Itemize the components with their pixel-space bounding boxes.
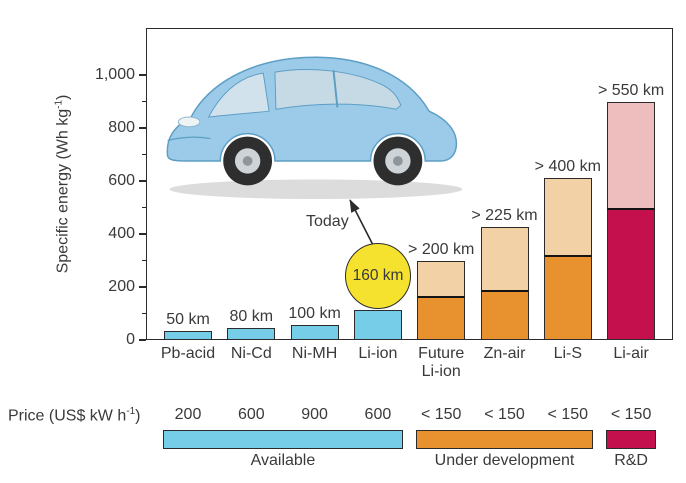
y-axis-tick-label: 800 bbox=[108, 119, 135, 136]
bar-pb-acid bbox=[164, 330, 212, 340]
bar-ni-mh bbox=[290, 325, 339, 340]
y-axis-title-close: ) bbox=[54, 94, 72, 100]
y-axis-major-tick bbox=[139, 180, 146, 182]
y-axis-title-text: Specific energy (Wh kg bbox=[54, 108, 72, 274]
range-label-zn-air: > 225 km bbox=[471, 207, 538, 225]
y-axis-tick-label: 1,000 bbox=[94, 66, 135, 83]
bar-segment-achieved-zn-air bbox=[480, 289, 529, 340]
legend-label-available: Available bbox=[250, 452, 316, 469]
car-image bbox=[166, 56, 463, 200]
plot-area bbox=[146, 28, 673, 340]
y-axis-major-tick bbox=[139, 233, 146, 235]
y-axis-major-tick bbox=[139, 127, 146, 129]
car-pillar bbox=[332, 70, 339, 108]
car-headlight bbox=[177, 116, 201, 128]
price-axis-title-text: Price (US$ kW h bbox=[8, 407, 127, 425]
bar-segment-achieved-li-s bbox=[543, 255, 592, 340]
y-axis-title-superscript: -1 bbox=[53, 99, 65, 109]
price-value-future-li-ion: < 150 bbox=[420, 406, 462, 423]
y-axis-tick-label: 200 bbox=[108, 278, 135, 295]
x-axis-label-ni-cd: Ni-Cd bbox=[230, 345, 272, 362]
y-axis-tick-label: 600 bbox=[108, 172, 135, 189]
legend-label-rnd: R&D bbox=[614, 452, 648, 469]
today-range-value: 160 km bbox=[352, 267, 404, 284]
car-rear-hub bbox=[393, 156, 403, 166]
y-axis-major-tick bbox=[139, 286, 146, 288]
price-value-li-air: < 150 bbox=[610, 406, 652, 423]
bar-zn-air bbox=[480, 227, 529, 340]
range-label-ni-mh: 100 km bbox=[288, 305, 341, 323]
car-bumper-line bbox=[167, 136, 211, 142]
today-range-circle: 160 km bbox=[345, 243, 411, 309]
y-axis-title: Specific energy (Wh kg-1) bbox=[53, 95, 72, 274]
price-value-ni-cd: 600 bbox=[237, 406, 265, 423]
range-label-pb-acid: 50 km bbox=[166, 310, 210, 328]
y-axis-minor-tick bbox=[142, 206, 146, 209]
legend-bar-development bbox=[416, 430, 593, 449]
bar-ni-cd bbox=[227, 328, 276, 340]
range-label-ni-cd: 80 km bbox=[229, 308, 274, 326]
y-axis-major-tick bbox=[139, 74, 146, 76]
legend-label-development: Under development bbox=[434, 452, 575, 469]
y-axis-minor-tick bbox=[142, 100, 146, 103]
price-value-ni-mh: 900 bbox=[301, 406, 328, 423]
today-label: Today bbox=[306, 213, 349, 230]
y-axis-tick-label: 0 bbox=[126, 331, 135, 348]
car-windshield bbox=[207, 72, 270, 118]
car-front-hub bbox=[242, 156, 253, 166]
legend-bar-available bbox=[163, 430, 403, 449]
bar-li-air bbox=[607, 101, 656, 340]
price-axis-title: Price (US$ kW h-1) bbox=[8, 406, 140, 425]
y-axis-minor-tick bbox=[142, 153, 146, 156]
bar-segment-achieved-li-air bbox=[607, 207, 656, 340]
car-shadow bbox=[169, 179, 463, 200]
price-value-li-ion: 600 bbox=[364, 406, 392, 423]
bar-future-li-ion bbox=[417, 260, 466, 340]
bar-li-ion bbox=[353, 309, 402, 340]
bar-segment-achieved-future-li-ion bbox=[417, 296, 466, 340]
x-axis-label-future-li-ion: Future bbox=[418, 345, 465, 362]
price-axis-title-close: ) bbox=[135, 407, 141, 425]
x-axis-label-li-air: Li-air bbox=[613, 345, 649, 362]
range-label-future-li-ion: > 200 km bbox=[408, 240, 475, 258]
range-label-li-s: > 400 km bbox=[534, 158, 601, 176]
price-axis-title-superscript: -1 bbox=[126, 406, 136, 417]
price-value-pb-acid: 200 bbox=[174, 406, 202, 423]
legend-bar-rnd bbox=[606, 430, 657, 449]
x-axis-label-zn-air: Zn-air bbox=[483, 345, 526, 362]
x-axis-label-li-ion: Li-ion bbox=[358, 345, 398, 362]
range-label-li-air: > 550 km bbox=[597, 81, 665, 99]
x-axis-label-ni-mh: Ni-MH bbox=[291, 345, 338, 362]
x-axis-label-future-li-ion: Li-ion bbox=[421, 363, 461, 380]
y-axis-minor-tick bbox=[142, 259, 146, 262]
bar-li-s bbox=[543, 178, 592, 340]
x-axis-label-pb-acid: Pb-acid bbox=[160, 345, 216, 362]
price-value-zn-air: < 150 bbox=[484, 406, 525, 423]
car-side-window bbox=[274, 69, 402, 110]
y-axis-major-tick bbox=[139, 339, 146, 341]
y-axis-tick-label: 400 bbox=[108, 225, 135, 242]
y-axis-minor-tick bbox=[142, 312, 146, 315]
price-value-li-s: < 150 bbox=[547, 406, 589, 423]
x-axis-label-li-s: Li-S bbox=[553, 345, 583, 362]
